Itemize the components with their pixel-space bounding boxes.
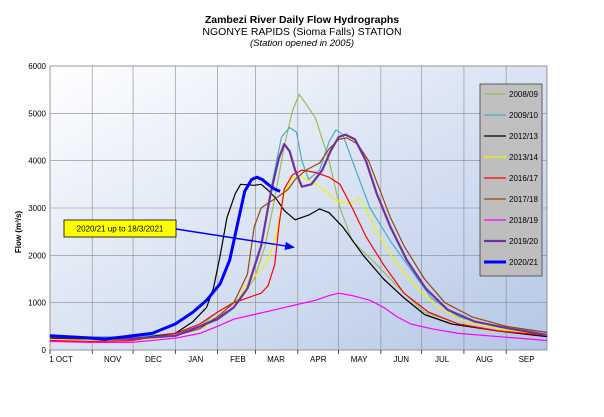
series-line-2019-20: [49, 133, 548, 340]
legend-box: [479, 83, 543, 277]
chart-subtitle: NGONYE RAPIDS (Sioma Falls) STATION: [202, 26, 402, 38]
series-line-2012-13: [49, 183, 548, 341]
chart-title: Zambezi River Daily Flow Hydrographs: [204, 14, 400, 26]
x-tick-label: APR: [310, 355, 327, 364]
y-axis: 0 1000 2000 3000 4000 5000 6000: [28, 62, 46, 355]
series-line-2020-21: [49, 175, 281, 341]
x-tick-label: MAR: [267, 355, 285, 364]
y-tick-label: 5000: [28, 109, 46, 118]
legend-label: 2018/19: [509, 216, 538, 225]
y-axis-label: Flow (m³/s): [14, 211, 23, 254]
chart-subtitle-note: (Station opened in 2005): [249, 38, 355, 49]
x-tick-label: SEP: [519, 355, 535, 364]
legend-label: 2016/17: [509, 174, 538, 183]
x-tick-label: MAY: [351, 355, 368, 364]
x-tick-label: JAN: [188, 355, 203, 364]
annotation-box: [63, 219, 177, 238]
x-tick-label: JUN: [394, 355, 410, 364]
legend-label: 2020/21: [509, 258, 538, 267]
x-tick-label: AUG: [476, 355, 493, 364]
y-tick-label: 6000: [28, 62, 46, 71]
series-lines: [49, 93, 548, 343]
legend-label: 2013/14: [509, 153, 538, 162]
y-tick-label: 3000: [28, 204, 46, 213]
legend-label: 2009/10: [509, 111, 538, 120]
y-tick-label: 4000: [28, 157, 46, 166]
series-line-2016-17: [49, 169, 548, 343]
y-tick-label: 0: [42, 346, 47, 355]
legend-label: 2008/09: [509, 90, 538, 99]
legend-label: 2012/13: [509, 132, 538, 141]
legend-label: 2019/20: [509, 237, 538, 246]
x-tick-label: JUL: [435, 355, 450, 364]
annotation: 2020/21 up to 18/3/2021: [63, 219, 295, 251]
x-tick-label: FEB: [230, 355, 246, 364]
gridlines: [50, 66, 547, 350]
x-axis: 1 OCT NOV DEC JAN FEB MAR APR MAY JUN JUL AUG SEP: [49, 350, 535, 364]
annotation-text: 2020/21 up to 18/3/2021: [77, 225, 164, 234]
legend: 2008/09 2009/10 2012/13 2013/14 2016/17 2017/…: [479, 83, 543, 277]
series-line-2018-19: [49, 292, 548, 343]
annotation-arrow: [175, 228, 295, 251]
y-tick-label: 1000: [28, 299, 46, 308]
x-tick-label: 1 OCT: [49, 355, 73, 364]
x-tick-label: NOV: [104, 355, 122, 364]
y-tick-label: 2000: [28, 251, 46, 260]
x-tick-label: DEC: [145, 355, 162, 364]
legend-label: 2017/18: [509, 195, 538, 204]
